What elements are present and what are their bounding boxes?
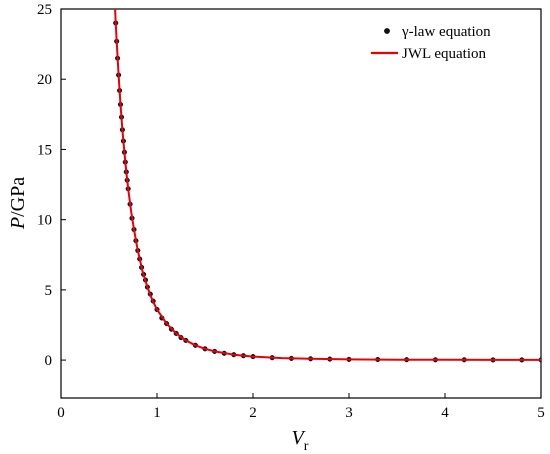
x-tick-label: 0 bbox=[57, 405, 65, 421]
y-tick-label: 15 bbox=[37, 142, 52, 158]
legend-label-gamma-law: γ-law equation bbox=[401, 24, 491, 40]
y-axis-title: P/GPa bbox=[7, 177, 29, 230]
x-tick-label: 2 bbox=[249, 405, 257, 421]
legend-marker-gamma-law bbox=[384, 28, 390, 34]
x-tick-label: 1 bbox=[153, 405, 161, 421]
x-axis-title-main: V bbox=[292, 427, 307, 449]
plot-series bbox=[113, 9, 541, 363]
x-axis-title-subscript: r bbox=[304, 439, 309, 454]
y-tick-label: 0 bbox=[45, 353, 53, 369]
y-axis-ticks: 0 5 10 15 20 25 bbox=[37, 2, 66, 369]
y-axis-title-symbol: P bbox=[7, 217, 29, 230]
y-tick-label: 10 bbox=[37, 213, 52, 229]
y-tick-label: 20 bbox=[37, 72, 52, 88]
y-tick-label: 25 bbox=[37, 2, 52, 18]
x-axis-ticks: 0 1 2 3 4 5 bbox=[57, 393, 545, 421]
legend-label-jwl: JWL equation bbox=[402, 46, 487, 62]
y-tick-label: 5 bbox=[45, 283, 53, 299]
plot-frame bbox=[60, 8, 542, 399]
x-axis-title: Vr bbox=[292, 427, 309, 454]
legend: γ-law equation JWL equation bbox=[371, 24, 491, 62]
x-tick-label: 5 bbox=[537, 405, 545, 421]
x-tick-label: 4 bbox=[441, 405, 449, 421]
x-tick-label: 3 bbox=[345, 405, 353, 421]
y-axis-title-unit: /GPa bbox=[7, 177, 29, 217]
jwl-series-line bbox=[114, 9, 541, 361]
